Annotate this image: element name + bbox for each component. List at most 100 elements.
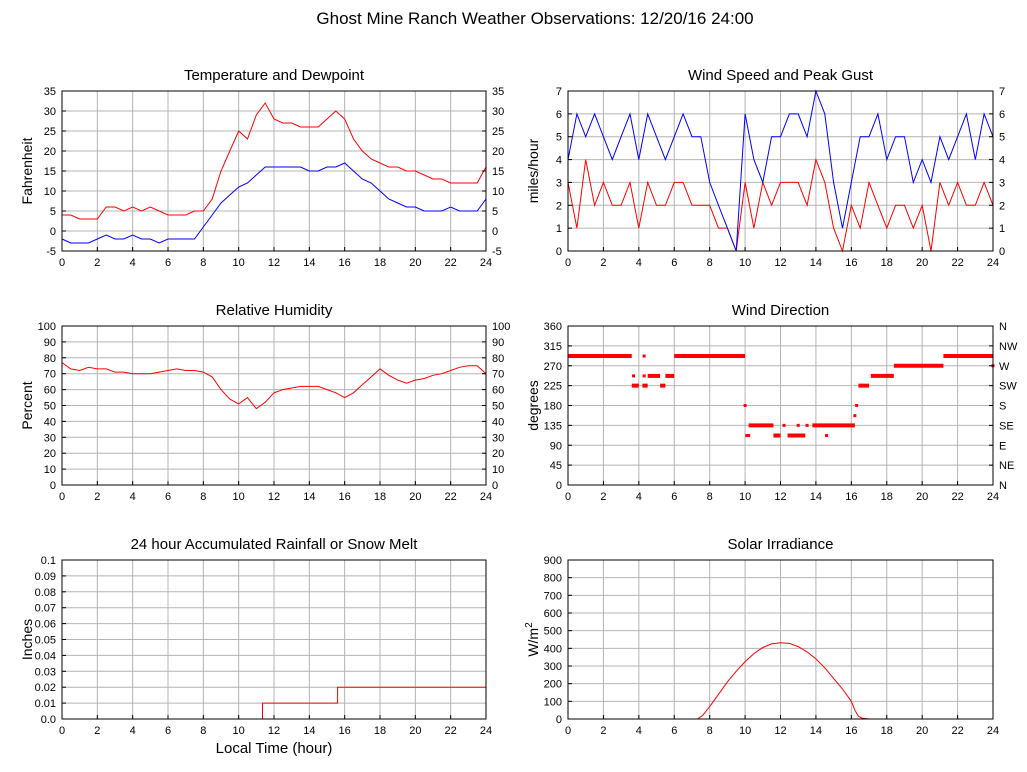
direction-point-6 <box>782 423 786 427</box>
x-tick-label: 2 <box>600 491 606 503</box>
y-tick-label: 700 <box>544 590 562 602</box>
right-y-tick-label: 30 <box>492 106 504 118</box>
x-tick-label: 10 <box>739 491 751 503</box>
right-y-tick-label: 6 <box>999 109 1005 121</box>
right-y-tick-label: 10 <box>492 186 504 198</box>
right-y-tick-label: -5 <box>492 246 502 258</box>
y-tick-label: 0.07 <box>35 603 56 615</box>
direction-point-0 <box>632 374 636 378</box>
right-y-tick-label: 4 <box>999 155 1005 167</box>
x-tick-label: 10 <box>233 725 245 737</box>
right-y-tick-label: E <box>999 440 1006 452</box>
y-tick-label: 0.08 <box>35 587 56 599</box>
x-tick-label: 12 <box>774 725 786 737</box>
x-tick-label: 12 <box>774 257 786 269</box>
right-y-tick-label: NE <box>999 460 1014 472</box>
y-tick-label: 90 <box>44 337 56 349</box>
y-axis-label: Percent <box>19 381 35 429</box>
y-tick-label: 30 <box>44 432 56 444</box>
y-tick-label: 200 <box>544 679 562 691</box>
right-y-tick-label: 7 <box>999 86 1005 98</box>
y-tick-label: 0.0 <box>41 714 56 726</box>
direction-point-4 <box>745 434 749 438</box>
right-y-tick-label: NW <box>999 341 1018 353</box>
right-y-tick-label: 5 <box>492 206 498 218</box>
y-tick-label: 0.02 <box>35 682 56 694</box>
x-tick-label: 14 <box>303 491 315 503</box>
y-axis-label: Inches <box>19 619 35 660</box>
x-tick-label: 6 <box>165 491 171 503</box>
right-y-tick-label: 0 <box>999 246 1005 258</box>
x-tick-label: 4 <box>130 257 136 269</box>
x-tick-label: 14 <box>810 257 822 269</box>
series-line-1 <box>567 89 994 252</box>
y-axis-label-text: degrees <box>525 380 541 431</box>
right-y-tick-label: N <box>999 321 1007 333</box>
right-y-tick-label: 0 <box>492 226 498 238</box>
x-tick-label: 12 <box>268 491 280 503</box>
x-tick-label: 20 <box>916 725 928 737</box>
x-tick-label: 10 <box>739 257 751 269</box>
right-y-tick-label: N <box>999 480 1007 492</box>
right-y-tick-label: 20 <box>492 448 504 460</box>
x-tick-label: 0 <box>565 257 571 269</box>
right-y-tick-label: 15 <box>492 166 504 178</box>
y-axis-label-text: Fahrenheit <box>19 137 35 204</box>
x-tick-label: 0 <box>565 725 571 737</box>
x-tick-label: 6 <box>165 257 171 269</box>
y-tick-label: 5 <box>556 132 562 144</box>
direction-point-9 <box>825 434 829 438</box>
x-tick-label: 12 <box>268 257 280 269</box>
y-axis-label: Fahrenheit <box>19 137 35 204</box>
direction-point-5 <box>747 434 751 438</box>
y-tick-label: 0.01 <box>35 698 56 710</box>
x-tick-label: 8 <box>200 725 206 737</box>
y-tick-label: 900 <box>544 555 562 567</box>
x-tick-label: 16 <box>339 725 351 737</box>
x-tick-label: 16 <box>845 725 857 737</box>
right-y-tick-label: 1 <box>999 223 1005 235</box>
right-y-tick-label: 30 <box>492 432 504 444</box>
x-tick-label: 0 <box>565 491 571 503</box>
y-tick-label: 5 <box>50 206 56 218</box>
y-tick-label: 0.09 <box>35 571 56 583</box>
x-tick-label: 6 <box>165 725 171 737</box>
y-tick-label: 100 <box>38 321 56 333</box>
y-tick-label: 10 <box>44 464 56 476</box>
x-tick-label: 4 <box>636 257 642 269</box>
direction-point-10 <box>853 414 857 418</box>
right-y-tick-label: 70 <box>492 369 504 381</box>
x-tick-label: 4 <box>130 491 136 503</box>
chart-title: Wind Direction <box>732 302 830 319</box>
y-axis-label: W/m2 <box>524 622 541 657</box>
x-tick-label: 24 <box>480 725 492 737</box>
y-tick-label: 0.05 <box>35 635 56 647</box>
y-axis-label-text: miles/hour <box>525 138 541 203</box>
x-tick-label: 8 <box>707 257 713 269</box>
x-tick-label: 0 <box>59 491 65 503</box>
y-tick-label: 225 <box>544 381 562 393</box>
y-tick-label: 30 <box>44 106 56 118</box>
right-y-tick-label: 25 <box>492 126 504 138</box>
x-tick-label: 18 <box>881 491 893 503</box>
y-axis-label-text: Inches <box>19 619 35 660</box>
x-tick-label: 18 <box>881 725 893 737</box>
x-tick-label: 20 <box>916 257 928 269</box>
x-tick-label: 6 <box>671 491 677 503</box>
x-tick-label: 22 <box>445 257 457 269</box>
x-tick-label: 18 <box>374 725 386 737</box>
direction-point-3 <box>743 404 747 407</box>
x-tick-label: 14 <box>810 725 822 737</box>
y-tick-label: 135 <box>544 420 562 432</box>
right-y-tick-label: 40 <box>492 416 504 428</box>
x-tick-label: 22 <box>445 725 457 737</box>
y-tick-label: 0.1 <box>41 555 56 567</box>
right-y-tick-label: 80 <box>492 353 504 365</box>
x-tick-label: 20 <box>409 257 421 269</box>
x-tick-label: 4 <box>636 491 642 503</box>
